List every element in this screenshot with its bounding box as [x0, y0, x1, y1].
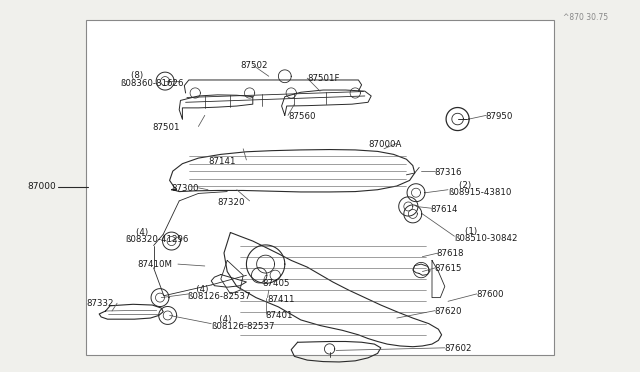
Text: 87618: 87618	[436, 249, 464, 258]
Text: 87614: 87614	[431, 205, 458, 214]
Text: 87950: 87950	[485, 112, 513, 121]
Text: 87320: 87320	[218, 198, 245, 207]
Text: 87141: 87141	[208, 157, 236, 166]
Text: (4): (4)	[211, 315, 232, 324]
Text: 87300: 87300	[172, 185, 199, 193]
Text: 87000: 87000	[28, 182, 56, 191]
Text: 87620: 87620	[434, 307, 461, 316]
Text: 87332: 87332	[86, 299, 114, 308]
Text: ß08915-43810: ß08915-43810	[448, 188, 511, 197]
Text: 87405: 87405	[262, 279, 290, 288]
Text: (2): (2)	[448, 181, 471, 190]
Text: ß08320-41296: ß08320-41296	[125, 235, 188, 244]
Text: 87501: 87501	[152, 123, 180, 132]
Text: (4): (4)	[125, 228, 148, 237]
Text: ^870 30.75: ^870 30.75	[563, 13, 609, 22]
Text: (4): (4)	[188, 285, 208, 294]
Text: 87501F: 87501F	[307, 74, 340, 83]
Bar	[86, 20, 554, 355]
Text: ß08126-82537: ß08126-82537	[188, 292, 251, 301]
Text: 87316: 87316	[434, 168, 461, 177]
Text: 87602: 87602	[445, 344, 472, 353]
Text: 87502: 87502	[240, 61, 268, 70]
Text: 87615: 87615	[434, 264, 461, 273]
Text: (8): (8)	[120, 71, 143, 80]
Text: 87401: 87401	[266, 311, 293, 320]
Text: 87000A: 87000A	[368, 140, 401, 149]
Text: 87411: 87411	[268, 295, 295, 304]
Text: ß08126-82537: ß08126-82537	[211, 322, 275, 331]
Text: ß08360-81626: ß08360-81626	[120, 79, 184, 88]
Text: 87410M: 87410M	[138, 260, 173, 269]
Text: 87600: 87600	[477, 291, 504, 299]
Text: 87560: 87560	[288, 112, 316, 121]
Text: (1): (1)	[454, 227, 477, 236]
Text: ß08510-30842: ß08510-30842	[454, 234, 518, 243]
